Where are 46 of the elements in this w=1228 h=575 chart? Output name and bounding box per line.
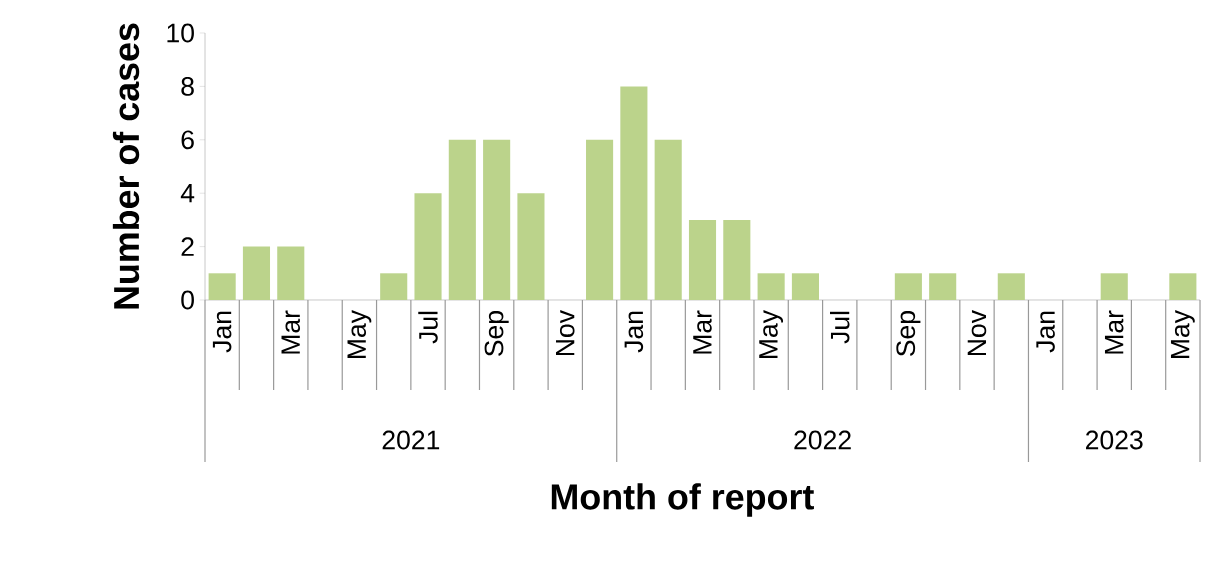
x-tick-label: Mar <box>1104 310 1124 354</box>
bar <box>448 139 476 300</box>
text: 2021 <box>382 430 440 450</box>
bar <box>757 273 785 300</box>
x-tick-label: Jan <box>624 311 644 353</box>
x-tick-label: Mar <box>693 310 712 354</box>
bar <box>517 193 545 300</box>
x-axis-title: Month of report <box>551 483 814 517</box>
text: 2022 <box>794 430 851 450</box>
bar <box>791 273 819 300</box>
bar <box>894 273 922 300</box>
bar <box>620 86 648 300</box>
y-tick-label: 10 <box>167 23 194 43</box>
x-tick-label: May <box>759 310 784 359</box>
x-tick-label: May <box>347 310 372 359</box>
bar <box>929 273 957 300</box>
y-tick-label: 0 <box>181 290 194 310</box>
y-axis-title: Number of cases <box>112 23 140 309</box>
bar <box>277 246 305 300</box>
x-tick-label: Jul <box>418 311 438 344</box>
x-tick-label: Nov <box>556 310 575 356</box>
bar <box>997 273 1025 300</box>
bar <box>723 219 751 300</box>
x-tick-label: Nov <box>967 310 987 356</box>
bar <box>688 219 717 300</box>
x-tick-label: Jan <box>212 311 232 353</box>
x-tick-label: Sep <box>896 311 921 357</box>
y-tick-label: 4 <box>180 184 195 203</box>
y-tick-label: 8 <box>181 77 194 96</box>
bar <box>1169 273 1197 300</box>
bar <box>483 139 511 300</box>
bar <box>242 246 271 300</box>
bar <box>654 139 682 300</box>
bar <box>380 273 408 300</box>
x-tick-label: Jan <box>1036 311 1055 353</box>
bar <box>208 273 236 300</box>
text: 2023 <box>1086 430 1143 450</box>
y-tick-label: 2 <box>181 237 194 256</box>
x-tick-label: Jul <box>829 311 850 344</box>
x-tick-label: May <box>1170 310 1195 359</box>
bar <box>414 193 442 300</box>
bar <box>1100 273 1128 300</box>
y-tick-label: 6 <box>181 130 194 150</box>
bar <box>586 139 614 300</box>
x-tick-label: Sep <box>484 311 509 357</box>
x-tick-label: Mar <box>281 310 301 354</box>
